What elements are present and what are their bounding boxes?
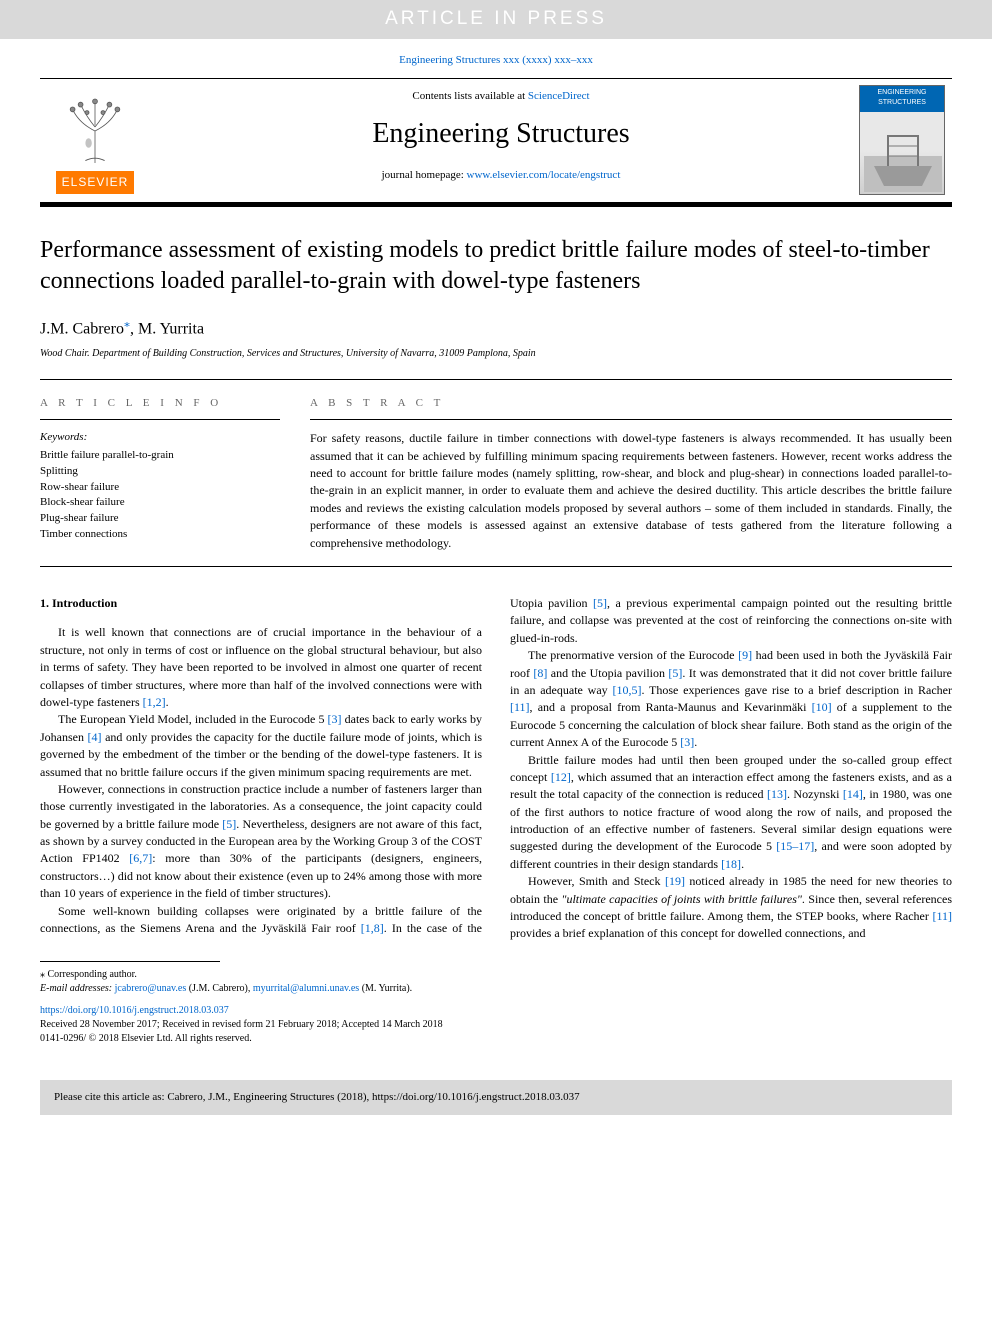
- citation-link[interactable]: [5]: [668, 666, 682, 680]
- abstract-col: A B S T R A C T For safety reasons, duct…: [310, 396, 952, 552]
- journal-banner: ELSEVIER Contents lists available at Sci…: [40, 78, 952, 202]
- affiliation: Wood Chair. Department of Building Const…: [40, 347, 952, 361]
- top-info-rule: [40, 379, 952, 380]
- footnote-rule: [40, 961, 220, 962]
- info-abstract-row: A R T I C L E I N F O Keywords: Brittle …: [40, 396, 952, 552]
- body-italic: "ultimate capacities of joints with brit…: [561, 892, 802, 906]
- cover-label: ENGINEERING STRUCTURES: [860, 86, 944, 112]
- contents-prefix: Contents lists available at: [412, 90, 527, 102]
- email-link-1[interactable]: jcabrero@unav.es: [115, 983, 187, 994]
- citation-link[interactable]: [4]: [88, 730, 102, 744]
- keyword-item: Splitting: [40, 464, 280, 480]
- body-para: However, Smith and Steck [19] noticed al…: [510, 873, 952, 943]
- citation-link[interactable]: [14]: [843, 787, 863, 801]
- homepage-prefix: journal homepage:: [382, 169, 467, 181]
- keyword-item: Row-shear failure: [40, 480, 280, 496]
- body-text: .: [741, 857, 744, 871]
- sciencedirect-link[interactable]: ScienceDirect: [528, 90, 590, 102]
- author-2: , M. Yurrita: [130, 320, 204, 337]
- citation-link[interactable]: [6,7]: [129, 851, 152, 865]
- keywords-label: Keywords:: [40, 430, 280, 445]
- cover-block: ENGINEERING STRUCTURES: [852, 79, 952, 202]
- corresponding-author: ⁎ Corresponding author.: [40, 968, 952, 982]
- elsevier-tree-icon: [55, 87, 135, 167]
- body-text: provides a brief explanation of this con…: [510, 926, 866, 940]
- journal-title: Engineering Structures: [150, 114, 852, 153]
- citation-link[interactable]: [3]: [328, 712, 342, 726]
- body-text: . Those experiences gave rise to a brief…: [641, 683, 952, 697]
- body-text: and only provides the capacity for the d…: [40, 730, 482, 779]
- citation-link[interactable]: [15–17]: [776, 839, 814, 853]
- body-text: However, Smith and Steck: [528, 874, 665, 888]
- body-para: Brittle failure modes had until then bee…: [510, 752, 952, 874]
- content-area: Performance assessment of existing model…: [0, 207, 992, 1066]
- keyword-item: Block-shear failure: [40, 495, 280, 511]
- journal-ref-link[interactable]: Engineering Structures xxx (xxxx) xxx–xx…: [399, 54, 593, 66]
- doi-block: https://doi.org/10.1016/j.engstruct.2018…: [40, 1004, 952, 1046]
- keyword-item: Timber connections: [40, 527, 280, 543]
- publisher-block: ELSEVIER: [40, 79, 150, 202]
- received-line: Received 28 November 2017; Received in r…: [40, 1018, 952, 1032]
- citation-link[interactable]: [13]: [767, 787, 787, 801]
- body-text: . Nozynski: [787, 787, 843, 801]
- citation-link[interactable]: [8]: [533, 666, 547, 680]
- body-text: .: [166, 695, 169, 709]
- keyword-item: Plug-shear failure: [40, 511, 280, 527]
- citation-link[interactable]: [12]: [551, 770, 571, 784]
- email-line: E-mail addresses: jcabrero@unav.es (J.M.…: [40, 982, 952, 996]
- publisher-label: ELSEVIER: [56, 171, 135, 194]
- citation-link[interactable]: [18]: [721, 857, 741, 871]
- email-name-1: (J.M. Cabrero),: [186, 983, 253, 994]
- body-text: and the Utopia pavilion: [547, 666, 668, 680]
- article-info-label: A R T I C L E I N F O: [40, 396, 280, 420]
- body-text: , and a proposal from Ranta-Maunus and K…: [530, 700, 812, 714]
- footnotes: ⁎ Corresponding author. E-mail addresses…: [40, 968, 952, 996]
- author-1: J.M. Cabrero: [40, 320, 124, 337]
- body-para: The European Yield Model, included in th…: [40, 711, 482, 781]
- banner-center: Contents lists available at ScienceDirec…: [150, 79, 852, 202]
- citation-link[interactable]: [1,2]: [143, 695, 166, 709]
- body-text: It is well known that connections are of…: [40, 625, 482, 709]
- email-label: E-mail addresses:: [40, 983, 115, 994]
- contents-line: Contents lists available at ScienceDirec…: [150, 89, 852, 104]
- paper-title: Performance assessment of existing model…: [40, 235, 952, 297]
- email-link-2[interactable]: myurrital@alumni.unav.es: [253, 983, 359, 994]
- citation-link[interactable]: [5]: [222, 817, 236, 831]
- body-text: The prenormative version of the Eurocode: [528, 648, 738, 662]
- citation-link[interactable]: [11]: [932, 909, 952, 923]
- citation-link[interactable]: [19]: [665, 874, 685, 888]
- article-in-press-bar: ARTICLE IN PRESS: [0, 0, 992, 39]
- section-heading: 1. Introduction: [40, 595, 482, 612]
- cover-thumbnail: ENGINEERING STRUCTURES: [859, 85, 945, 195]
- homepage-link[interactable]: www.elsevier.com/locate/engstruct: [467, 169, 621, 181]
- article-info-col: A R T I C L E I N F O Keywords: Brittle …: [40, 396, 280, 552]
- cite-box: Please cite this article as: Cabrero, J.…: [40, 1080, 952, 1115]
- citation-link[interactable]: [10,5]: [612, 683, 641, 697]
- citation-link[interactable]: [11]: [510, 700, 530, 714]
- body-text: .: [694, 735, 697, 749]
- keyword-item: Brittle failure parallel-to-grain: [40, 448, 280, 464]
- bottom-info-rule: [40, 566, 952, 567]
- authors-line: J.M. Cabrero⁎, M. Yurrita: [40, 315, 952, 341]
- citation-link[interactable]: [3]: [680, 735, 694, 749]
- email-name-2: (M. Yurrita).: [359, 983, 412, 994]
- body-para: However, connections in construction pra…: [40, 781, 482, 903]
- abstract-label: A B S T R A C T: [310, 396, 952, 420]
- citation-link[interactable]: [1,8]: [361, 921, 384, 935]
- keywords-list: Brittle failure parallel-to-grain Splitt…: [40, 448, 280, 544]
- body-para: It is well known that connections are of…: [40, 624, 482, 711]
- journal-ref-line: Engineering Structures xxx (xxxx) xxx–xx…: [0, 39, 992, 78]
- citation-link[interactable]: [5]: [593, 596, 607, 610]
- doi-link[interactable]: https://doi.org/10.1016/j.engstruct.2018…: [40, 1005, 229, 1016]
- homepage-line: journal homepage: www.elsevier.com/locat…: [150, 168, 852, 183]
- body-columns: 1. Introduction It is well known that co…: [40, 595, 952, 943]
- body-para: The prenormative version of the Eurocode…: [510, 647, 952, 751]
- abstract-text: For safety reasons, ductile failure in t…: [310, 430, 952, 552]
- citation-link[interactable]: [10]: [812, 700, 832, 714]
- body-text: The European Yield Model, included in th…: [58, 712, 328, 726]
- citation-link[interactable]: [9]: [738, 648, 752, 662]
- copyright-line: 0141-0296/ © 2018 Elsevier Ltd. All righ…: [40, 1032, 952, 1046]
